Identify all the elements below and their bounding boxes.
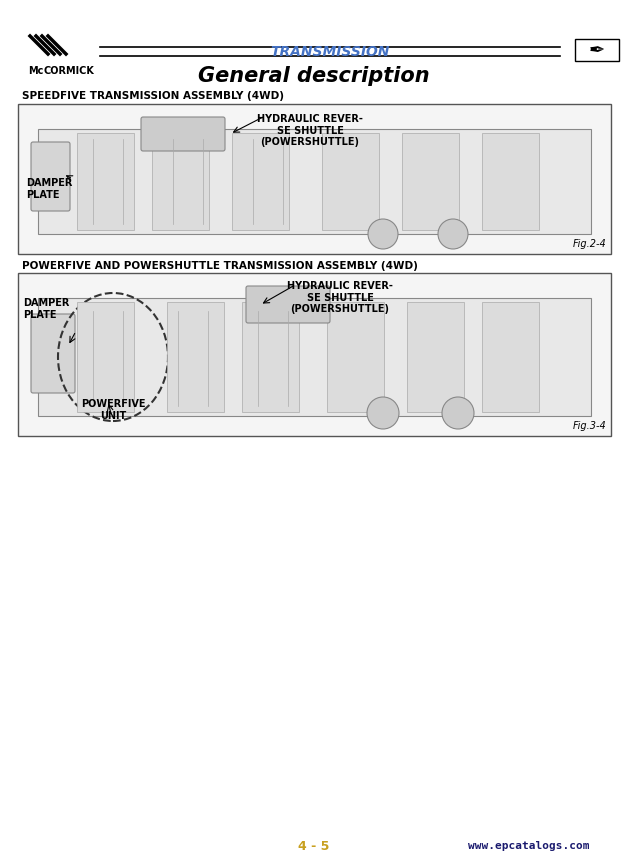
FancyBboxPatch shape <box>327 302 384 412</box>
Text: POWERFIVE
UNIT: POWERFIVE UNIT <box>81 399 145 421</box>
Text: Fig.2-4: Fig.2-4 <box>572 239 606 249</box>
Circle shape <box>367 397 399 429</box>
Text: HYDRAULIC REVER-
SE SHUTTLE
(POWERSHUTTLE): HYDRAULIC REVER- SE SHUTTLE (POWERSHUTTL… <box>287 281 393 314</box>
FancyBboxPatch shape <box>246 286 330 323</box>
FancyBboxPatch shape <box>38 298 591 416</box>
FancyBboxPatch shape <box>18 273 611 436</box>
Text: Mc: Mc <box>28 66 43 76</box>
FancyBboxPatch shape <box>31 142 70 211</box>
Circle shape <box>438 219 468 249</box>
FancyBboxPatch shape <box>141 117 225 151</box>
FancyBboxPatch shape <box>575 39 619 61</box>
Text: SPEEDFIVE TRANSMISSION ASSEMBLY (4WD): SPEEDFIVE TRANSMISSION ASSEMBLY (4WD) <box>22 91 284 101</box>
FancyBboxPatch shape <box>482 133 539 230</box>
Text: DAMPER
PLATE: DAMPER PLATE <box>26 178 72 200</box>
Text: General description: General description <box>198 66 430 86</box>
FancyBboxPatch shape <box>242 302 299 412</box>
FancyBboxPatch shape <box>152 133 209 230</box>
FancyBboxPatch shape <box>322 133 379 230</box>
Text: www.epcatalogs.com: www.epcatalogs.com <box>469 841 590 851</box>
FancyBboxPatch shape <box>407 302 464 412</box>
Text: 4 - 5: 4 - 5 <box>298 840 330 853</box>
Circle shape <box>442 397 474 429</box>
Text: Fig.3-4: Fig.3-4 <box>572 421 606 431</box>
Text: POWERFIVE AND POWERSHUTTLE TRANSMISSION ASSEMBLY (4WD): POWERFIVE AND POWERSHUTTLE TRANSMISSION … <box>22 261 418 271</box>
Text: CORMICK: CORMICK <box>44 66 95 76</box>
FancyBboxPatch shape <box>77 133 134 230</box>
Text: TRANSMISSION: TRANSMISSION <box>270 45 390 59</box>
Text: DAMPER
PLATE: DAMPER PLATE <box>23 298 69 320</box>
Text: HYDRAULIC REVER-
SE SHUTTLE
(POWERSHUTTLE): HYDRAULIC REVER- SE SHUTTLE (POWERSHUTTL… <box>257 114 363 147</box>
Text: ✒: ✒ <box>589 41 605 60</box>
FancyBboxPatch shape <box>232 133 289 230</box>
FancyBboxPatch shape <box>482 302 539 412</box>
FancyBboxPatch shape <box>167 302 224 412</box>
FancyBboxPatch shape <box>18 104 611 254</box>
FancyBboxPatch shape <box>77 302 134 412</box>
FancyBboxPatch shape <box>31 314 75 393</box>
Circle shape <box>368 219 398 249</box>
FancyBboxPatch shape <box>38 129 591 234</box>
FancyBboxPatch shape <box>402 133 459 230</box>
